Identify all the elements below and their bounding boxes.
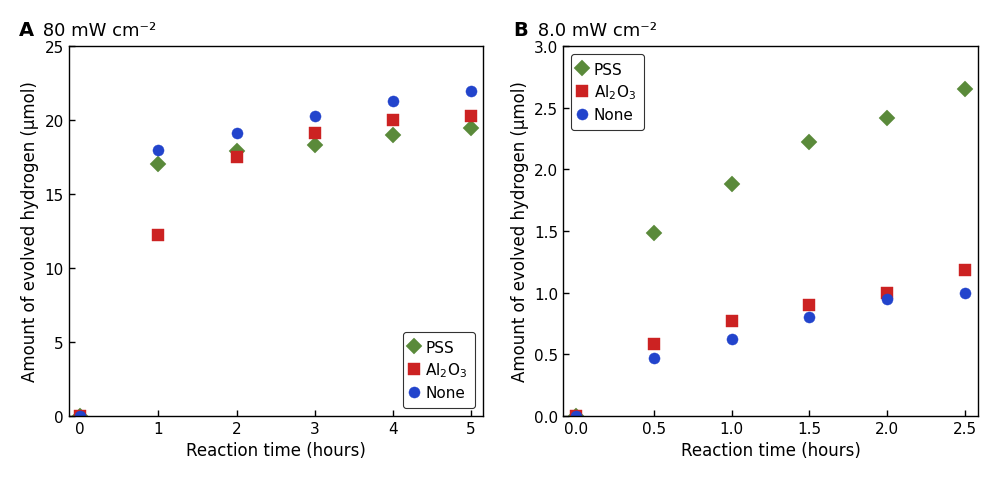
X-axis label: Reaction time (hours): Reaction time (hours) [681, 441, 860, 459]
Text: A: A [19, 21, 34, 40]
Text: 80 mW cm⁻²: 80 mW cm⁻² [37, 22, 157, 40]
Y-axis label: Amount of evolved hydrogen (μmol): Amount of evolved hydrogen (μmol) [21, 82, 39, 382]
Text: 8.0 mW cm⁻²: 8.0 mW cm⁻² [532, 22, 657, 40]
Y-axis label: Amount of evolved hydrogen (μmol): Amount of evolved hydrogen (μmol) [511, 82, 529, 382]
Legend: PSS, Al$_2$O$_3$, None: PSS, Al$_2$O$_3$, None [403, 332, 475, 408]
X-axis label: Reaction time (hours): Reaction time (hours) [186, 441, 366, 459]
Text: B: B [514, 21, 528, 40]
Legend: PSS, Al$_2$O$_3$, None: PSS, Al$_2$O$_3$, None [571, 55, 644, 131]
